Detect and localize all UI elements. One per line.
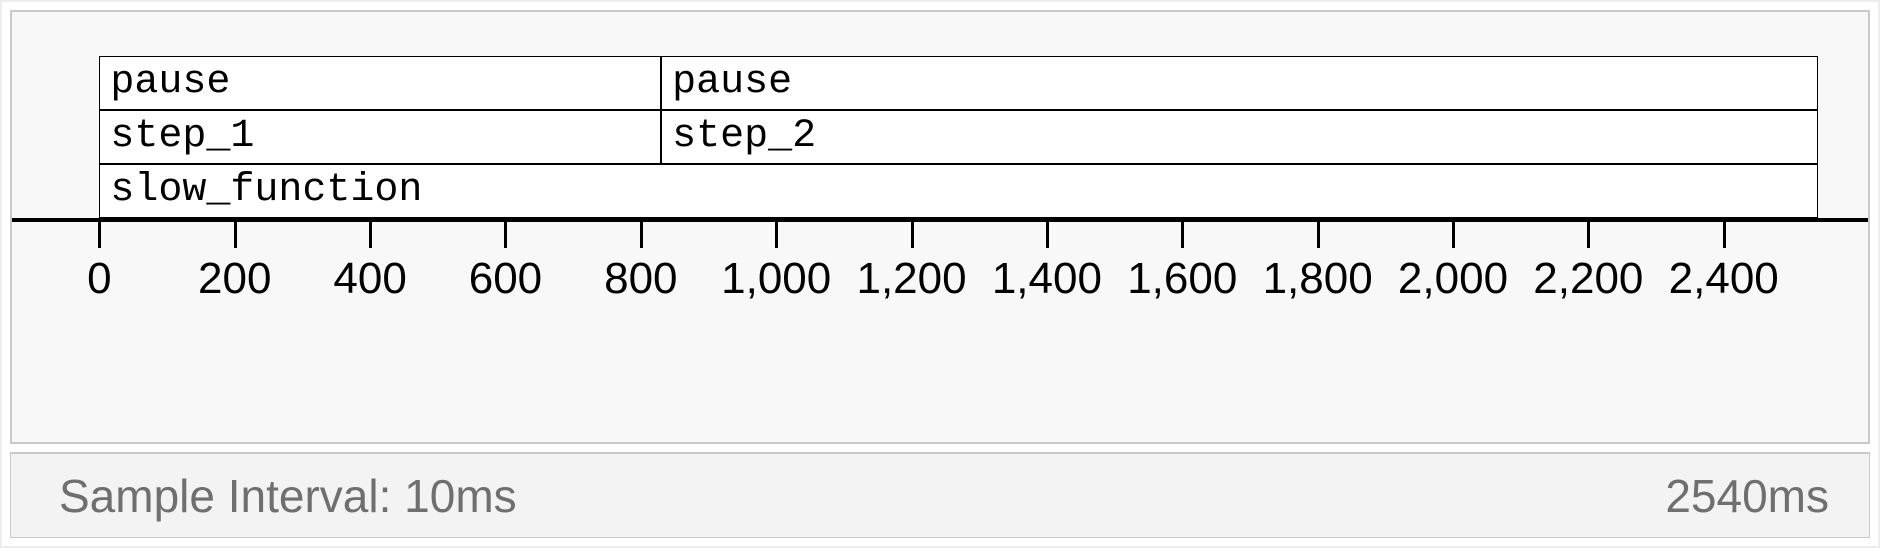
flame-cell[interactable]: step_2 [661, 110, 1818, 164]
flame-cell[interactable]: pause [661, 56, 1818, 110]
flame-cell[interactable]: slow_function [99, 164, 1818, 218]
axis-tick-mark [504, 222, 507, 248]
flame-row: pausepause [12, 56, 1868, 110]
axis-tick-label: 2,200 [1533, 254, 1643, 304]
axis-tick-label: 1,800 [1263, 254, 1373, 304]
profiler-panel: pausepausestep_1step_2slow_function 0 200… [0, 0, 1880, 548]
axis-tick-mark [1317, 222, 1320, 248]
flame-cell[interactable]: step_1 [99, 110, 661, 164]
axis-tick-label: 600 [469, 254, 542, 304]
axis-tick-label: 0 [87, 254, 111, 304]
axis-tick-mark [1181, 222, 1184, 248]
flame-row: slow_function [12, 164, 1868, 218]
axis-tick-label: 2,000 [1398, 254, 1508, 304]
axis-tick-mark [775, 222, 778, 248]
axis-tick-label: 800 [604, 254, 677, 304]
flame-cell[interactable]: pause [99, 56, 661, 110]
axis-tick-mark [369, 222, 372, 248]
axis-tick-mark [911, 222, 914, 248]
status-bar: Sample Interval: 10ms 2540ms [10, 452, 1870, 538]
sample-interval-label: Sample Interval: 10ms [59, 469, 517, 523]
axis-tick-mark [98, 222, 101, 248]
total-duration-label: 2540ms [1665, 469, 1829, 523]
axis-tick-label: 1,200 [856, 254, 966, 304]
axis-tick-mark [640, 222, 643, 248]
axis-tick-label: 1,600 [1127, 254, 1237, 304]
axis-tick-label: 1,400 [992, 254, 1102, 304]
axis-tick-label: 400 [333, 254, 406, 304]
axis-tick-mark [1452, 222, 1455, 248]
axis-tick-label: 200 [198, 254, 271, 304]
axis-tick-mark [1587, 222, 1590, 248]
timeline-axis-ticks: 0 200 400 600 800 1,000 1,200 1,400 1,600 1,800 2,… [12, 222, 1868, 302]
axis-tick-label: 2,400 [1669, 254, 1779, 304]
axis-tick-mark [234, 222, 237, 248]
flame-rows: pausepausestep_1step_2slow_function [12, 56, 1868, 218]
axis-tick-mark [1723, 222, 1726, 248]
axis-tick-mark [1046, 222, 1049, 248]
timeline-chart[interactable]: pausepausestep_1step_2slow_function 0 200… [10, 10, 1870, 444]
flame-row: step_1step_2 [12, 110, 1868, 164]
axis-tick-label: 1,000 [721, 254, 831, 304]
